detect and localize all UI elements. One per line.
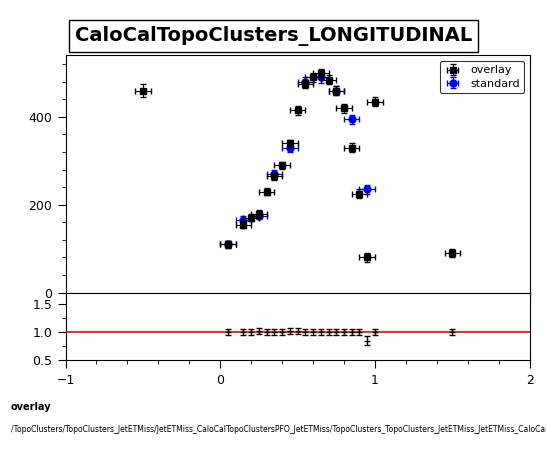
- Text: CaloCalTopoClusters_LONGITUDINAL: CaloCalTopoClusters_LONGITUDINAL: [75, 26, 472, 46]
- Legend: overlay, standard: overlay, standard: [440, 61, 524, 93]
- Text: overlay: overlay: [11, 402, 51, 412]
- Text: /TopoClusters/TopoClusters_JetETMiss/JetETMiss_CaloCalTopoClustersPFO_JetETMiss/: /TopoClusters/TopoClusters_JetETMiss/Jet…: [11, 425, 546, 434]
